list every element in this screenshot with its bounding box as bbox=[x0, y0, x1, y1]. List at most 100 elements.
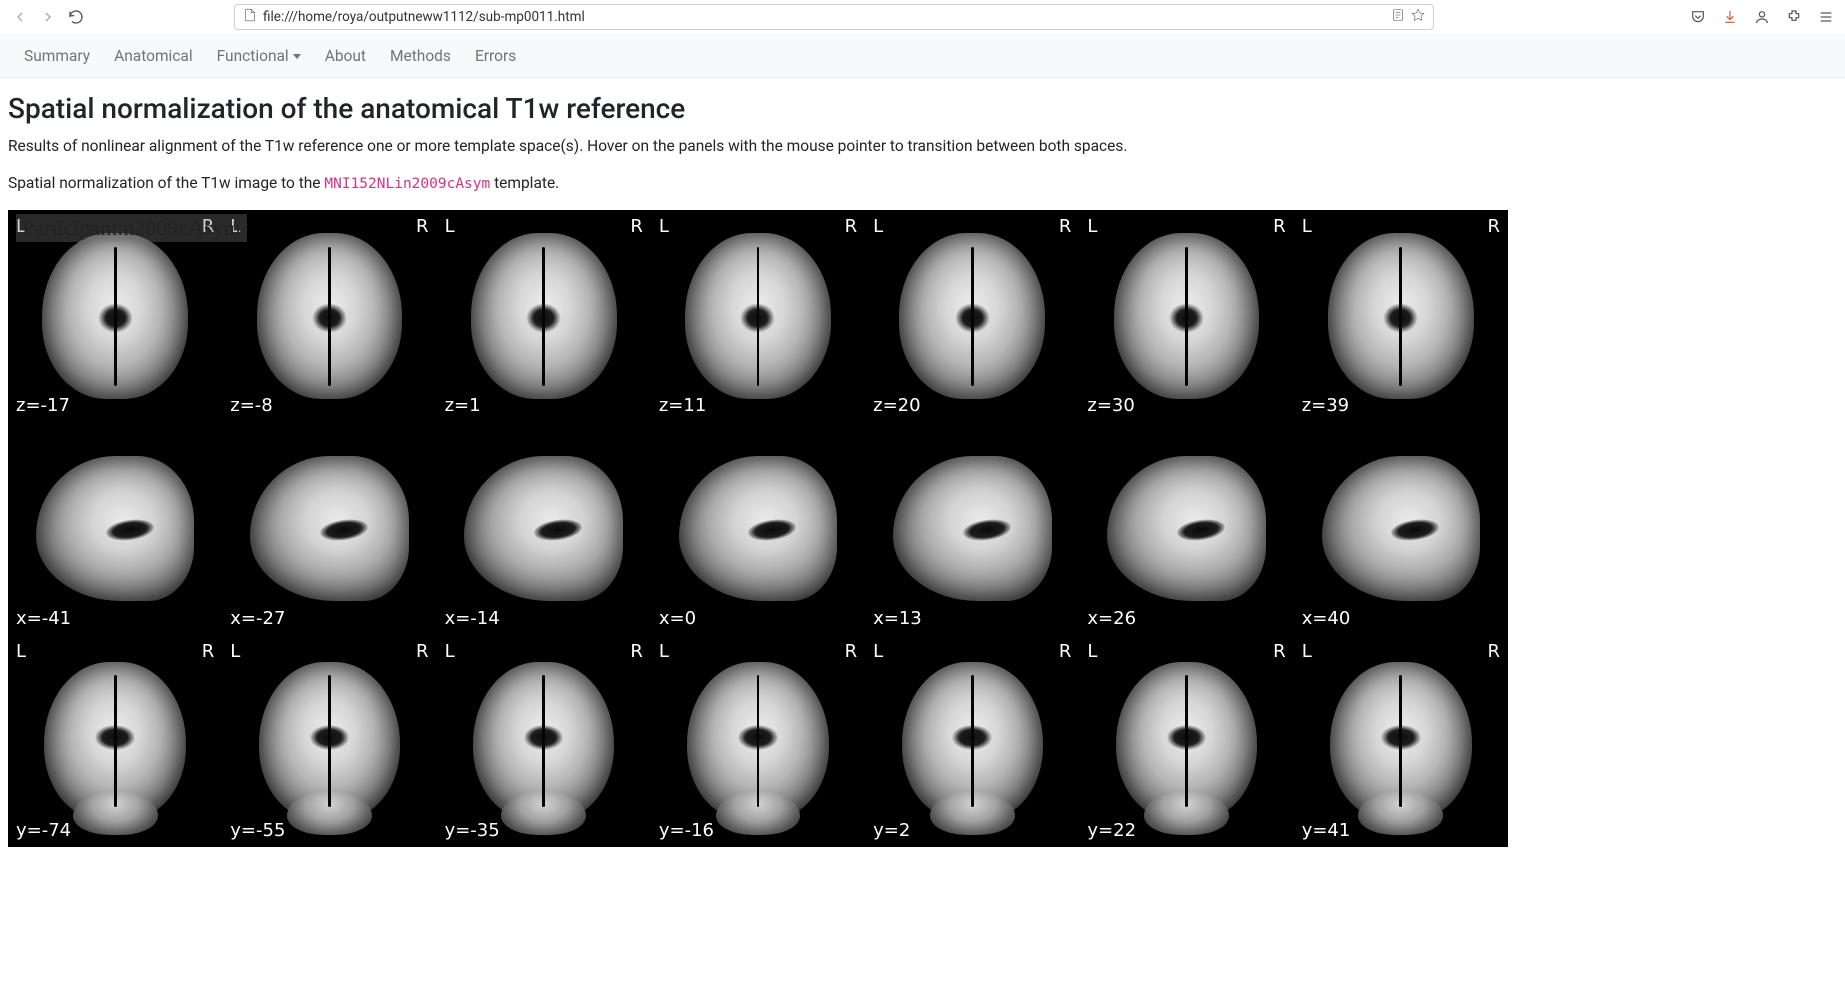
brain-slice[interactable]: LRz=-8 bbox=[222, 210, 436, 422]
brain-slice[interactable]: L Rz=1 bbox=[437, 210, 651, 422]
browser-toolbar: file:///home/roya/outputneww1112/sub-mp0… bbox=[0, 0, 1845, 34]
nav-item-summary[interactable]: Summary bbox=[14, 41, 100, 71]
brain-slice[interactable]: LRz=11 bbox=[651, 210, 865, 422]
left-label: L bbox=[1302, 641, 1312, 662]
slice-coordinate-label: y=-35 bbox=[445, 820, 500, 841]
right-label: R bbox=[1059, 216, 1072, 237]
slice-coordinate-label: x=-27 bbox=[230, 608, 285, 629]
slice-coordinate-label: y=22 bbox=[1087, 820, 1136, 841]
downloads-icon[interactable] bbox=[1721, 8, 1739, 26]
nav-item-label: About bbox=[325, 47, 366, 65]
reload-button[interactable] bbox=[66, 7, 86, 27]
menu-icon[interactable] bbox=[1817, 8, 1835, 26]
brain-slice[interactable]: LRz=39 bbox=[1294, 210, 1508, 422]
right-label: R bbox=[845, 641, 858, 662]
nav-item-label: Summary bbox=[24, 47, 90, 65]
slice-coordinate-label: x=-14 bbox=[445, 608, 500, 629]
forward-button[interactable] bbox=[38, 7, 58, 27]
slice-coordinate-label: y=41 bbox=[1302, 820, 1351, 841]
mosaic-overlay-label: Participant:n2009cAsym bbox=[16, 214, 247, 242]
nav-item-errors[interactable]: Errors bbox=[465, 41, 526, 71]
right-label: R bbox=[1487, 216, 1500, 237]
slice-coordinate-label: y=-74 bbox=[16, 820, 71, 841]
slice-coordinate-label: y=2 bbox=[873, 820, 910, 841]
slice-coordinate-label: z=11 bbox=[659, 395, 706, 416]
section-description: Results of nonlinear alignment of the T1… bbox=[8, 135, 1837, 158]
back-button[interactable] bbox=[10, 7, 30, 27]
left-label: L bbox=[445, 216, 455, 237]
nav-item-functional[interactable]: Functional bbox=[207, 41, 311, 71]
left-label: L bbox=[659, 216, 669, 237]
brain-slice[interactable]: x=26 bbox=[1079, 422, 1293, 634]
brain-slice[interactable]: x=-27 bbox=[222, 422, 436, 634]
pocket-icon[interactable] bbox=[1689, 8, 1707, 26]
brain-slice-image bbox=[1322, 456, 1481, 600]
brain-slice-image bbox=[1328, 233, 1474, 399]
nav-item-anatomical[interactable]: Anatomical bbox=[104, 41, 203, 71]
url-text: file:///home/roya/outputneww1112/sub-mp0… bbox=[263, 9, 1385, 25]
brain-slice-image bbox=[473, 662, 614, 819]
slice-coordinate-label: y=-16 bbox=[659, 820, 714, 841]
brain-slice[interactable]: x=13 bbox=[865, 422, 1079, 634]
brain-slice[interactable]: x=0 bbox=[651, 422, 865, 634]
brain-slice-image bbox=[44, 662, 185, 819]
url-bar[interactable]: file:///home/roya/outputneww1112/sub-mp0… bbox=[234, 4, 1434, 30]
brain-slice-image bbox=[42, 233, 188, 399]
right-label: R bbox=[630, 216, 643, 237]
chevron-down-icon bbox=[293, 54, 301, 59]
brain-slice[interactable]: x=-41 bbox=[8, 422, 222, 634]
slice-coordinate-label: z=-17 bbox=[16, 395, 70, 416]
brain-slice-image bbox=[250, 456, 409, 600]
slice-coordinate-label: x=13 bbox=[873, 608, 922, 629]
brain-slice-image bbox=[36, 456, 195, 600]
section-title: Spatial normalization of the anatomical … bbox=[8, 92, 1837, 125]
browser-right-icons bbox=[1689, 8, 1835, 26]
nav-item-label: Methods bbox=[390, 47, 451, 65]
nav-item-label: Errors bbox=[475, 47, 516, 65]
brain-slice-image bbox=[1330, 662, 1471, 819]
brain-slice[interactable]: LRz=20 bbox=[865, 210, 1079, 422]
brain-slice[interactable]: LRy=2 bbox=[865, 635, 1079, 847]
brain-slice[interactable]: LRy=41 bbox=[1294, 635, 1508, 847]
brain-slice[interactable]: L Ry=-35 bbox=[437, 635, 651, 847]
slice-coordinate-label: x=40 bbox=[1302, 608, 1351, 629]
bookmark-star-icon[interactable] bbox=[1411, 8, 1425, 26]
brain-slice-image bbox=[685, 233, 831, 399]
brain-slice-image bbox=[1116, 662, 1257, 819]
brain-slice[interactable]: LRy=22 bbox=[1079, 635, 1293, 847]
report-navbar: Summary Anatomical Functional About Methods E… bbox=[0, 34, 1845, 78]
brain-slice[interactable]: LRy=-55 bbox=[222, 635, 436, 847]
brain-slice-image bbox=[1114, 233, 1260, 399]
left-label: L bbox=[16, 641, 26, 662]
extensions-icon[interactable] bbox=[1785, 8, 1803, 26]
template-line: Spatial normalization of the T1w image t… bbox=[8, 172, 1837, 196]
slice-coordinate-label: z=-8 bbox=[230, 395, 272, 416]
nav-item-label: Anatomical bbox=[114, 47, 193, 65]
brain-slice[interactable]: x=40 bbox=[1294, 422, 1508, 634]
slice-coordinate-label: x=-41 bbox=[16, 608, 71, 629]
right-label: R bbox=[630, 641, 643, 662]
left-label: L bbox=[445, 641, 455, 662]
right-label: R bbox=[416, 216, 429, 237]
slice-coordinate-label: y=-55 bbox=[230, 820, 285, 841]
mosaic-row-coronal: LRy=-74LRy=-55LRy=-35LRy=-16LRy=2LRy=22L… bbox=[8, 635, 1508, 847]
page-icon bbox=[243, 8, 257, 26]
brain-slice-image bbox=[687, 662, 828, 819]
brain-slice[interactable]: x=-14 bbox=[437, 422, 651, 634]
brain-slice[interactable]: LRz=30 bbox=[1079, 210, 1293, 422]
right-label: R bbox=[202, 641, 215, 662]
brain-slice-image bbox=[899, 233, 1045, 399]
brain-slice[interactable]: L Ry=-16 bbox=[651, 635, 865, 847]
nav-item-methods[interactable]: Methods bbox=[380, 41, 461, 71]
brain-mosaic[interactable]: Participant:n2009cAsym LRz=-17LRz=-8LRz=… bbox=[8, 210, 1508, 847]
brain-slice-image bbox=[893, 456, 1052, 600]
template-line-prefix: Spatial normalization of the T1w image t… bbox=[8, 174, 324, 192]
nav-item-about[interactable]: About bbox=[315, 41, 376, 71]
brain-slice[interactable]: L Ry=-74 bbox=[8, 635, 222, 847]
left-label: L bbox=[659, 641, 669, 662]
slice-coordinate-label: z=1 bbox=[445, 395, 481, 416]
reader-mode-icon[interactable] bbox=[1391, 8, 1405, 26]
left-label: L bbox=[873, 641, 883, 662]
slice-coordinate-label: z=39 bbox=[1302, 395, 1349, 416]
account-icon[interactable] bbox=[1753, 8, 1771, 26]
